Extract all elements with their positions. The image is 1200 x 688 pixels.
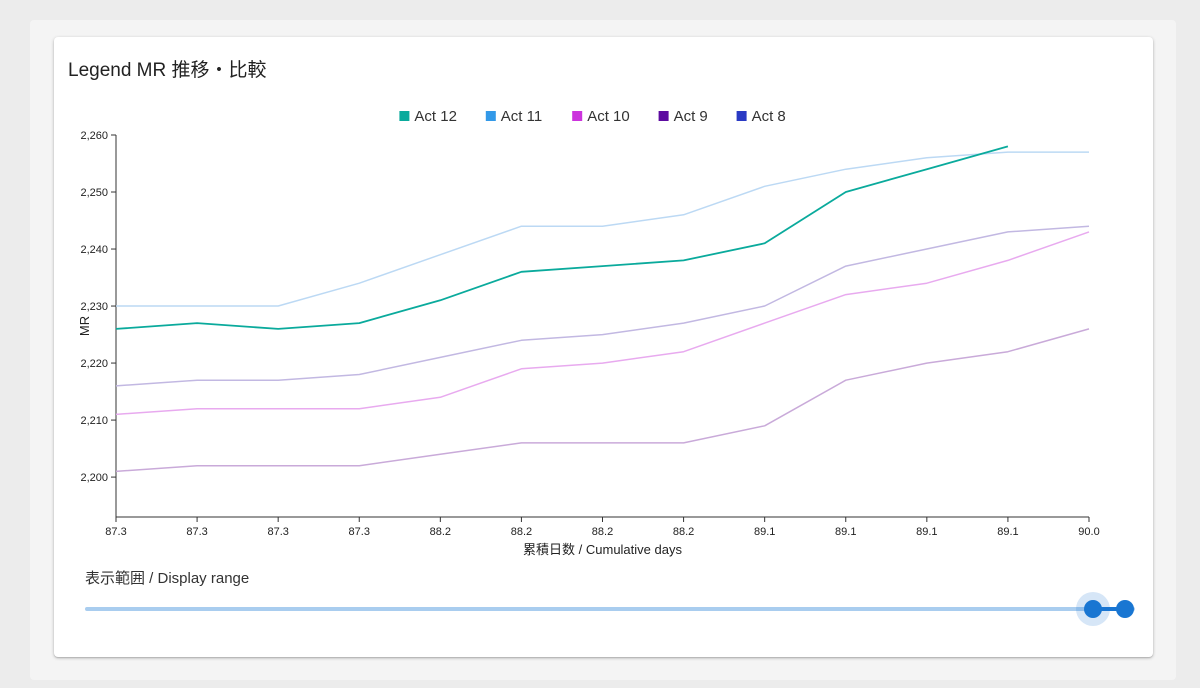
legend-label-act-10: Act 10 (587, 108, 630, 125)
legend-label-act-9: Act 9 (674, 108, 708, 125)
y-tick-label: 2,240 (80, 244, 108, 256)
legend-swatch-act-12 (399, 111, 410, 121)
series-line-act-12 (115, 145, 1009, 330)
display-range-slider[interactable] (85, 597, 1135, 621)
display-range-label: 表示範囲 / Display range (85, 570, 250, 587)
x-tick-label: 89.1 (916, 526, 937, 538)
series-line-act-9 (115, 328, 1090, 473)
y-tick-label: 2,200 (80, 472, 108, 484)
chart-legend: Act 12 Act 11 Act 10 Act 9 Act 8 (399, 108, 786, 125)
y-tick-label: 2,230 (80, 301, 108, 313)
x-axis: 87.3 87.3 87.3 87.3 88.2 88.2 88.2 88.2 89.1 89.1… (105, 516, 1100, 557)
x-tick-label: 87.3 (105, 526, 126, 538)
x-tick-label: 88.2 (430, 526, 451, 538)
x-tick-label: 88.2 (592, 526, 613, 538)
legend-label-act-11: Act 11 (501, 108, 542, 125)
legend-swatch-act-9 (658, 111, 669, 121)
legend-swatch-act-11 (485, 111, 496, 121)
line-chart: Act 12 Act 11 Act 10 Act 9 Act 8 2,2002,2102… (77, 108, 1100, 557)
x-tick-label: 88.2 (511, 526, 532, 538)
x-tick-label: 87.3 (186, 526, 207, 538)
series-line-act-10 (115, 231, 1090, 416)
x-tick-label: 89.1 (835, 526, 856, 538)
y-axis: 2,200 2,210 2,220 2,230 2,240 2,250 2,260 MR (77, 130, 117, 517)
x-tick-label: 89.1 (997, 526, 1018, 538)
y-tick-label: 2,260 (80, 130, 108, 142)
slider-rail[interactable] (85, 607, 1135, 611)
chart-series (115, 145, 1090, 473)
y-tick-label: 2,220 (80, 358, 108, 370)
y-tick-label: 2,250 (80, 187, 108, 199)
legend-swatch-act-8 (736, 111, 747, 121)
x-tick-label: 90.0 (1078, 526, 1099, 538)
slider-thumb-end[interactable] (1115, 600, 1134, 618)
legend-label-act-8: Act 8 (752, 108, 786, 125)
x-tick-label: 88.2 (673, 526, 694, 538)
series-line-act-11 (116, 151, 1089, 307)
legend-swatch-act-10 (572, 111, 583, 121)
legend-label-act-12: Act 12 (414, 108, 457, 125)
x-tick-label: 89.1 (754, 526, 775, 538)
x-axis-title: 累積日数 / Cumulative days (523, 542, 682, 557)
x-tick-label: 87.3 (349, 526, 370, 538)
slider-track[interactable] (1093, 607, 1125, 611)
card-title: Legend MR 推移・比較 (68, 60, 267, 81)
y-tick-label: 2,210 (80, 415, 108, 427)
series-line-act-8 (115, 225, 1090, 387)
slider-thumb-start[interactable] (1084, 600, 1102, 618)
x-tick-label: 87.3 (267, 526, 288, 538)
y-axis-title: MR (77, 316, 92, 336)
